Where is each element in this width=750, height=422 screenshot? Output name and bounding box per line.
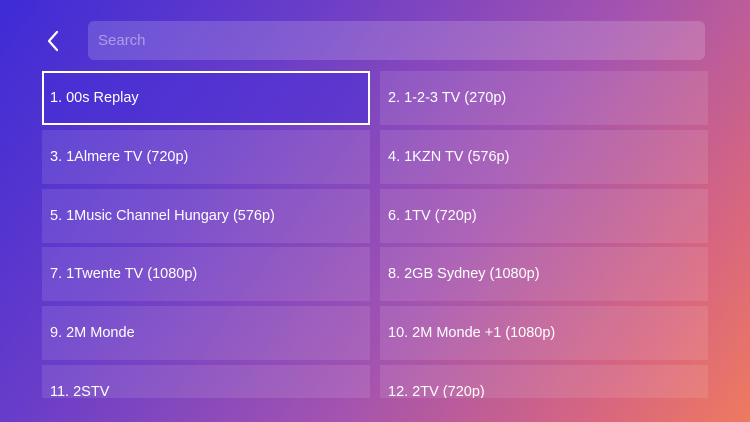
channel-label: 6. 1TV (720p) [388,207,477,224]
channel-tile[interactable]: 3. 1Almere TV (720p) [42,129,370,184]
channel-label: 8. 2GB Sydney (1080p) [388,266,540,283]
channel-label: 2. 1-2-3 TV (270p) [388,90,507,106]
channel-label: 10. 2M Monde +1 (1080p) [388,325,556,342]
channel-label: 5. 1Music Channel Hungary (576p) [50,207,275,224]
channel-tile[interactable]: 1. 00s Replay [42,71,370,125]
channel-tile[interactable]: 6. 1TV (720p) [380,188,708,243]
channel-tile[interactable]: 5. 1Music Channel Hungary (576p) [42,188,370,243]
channel-tile[interactable]: 11. 2STV [42,364,370,398]
channel-label: 4. 1KZN TV (576p) [388,148,510,165]
channel-tile[interactable]: 10. 2M Monde +1 (1080p) [380,306,708,361]
channel-label: 9. 2M Monde [50,325,135,342]
channel-tile[interactable]: 8. 2GB Sydney (1080p) [380,247,708,302]
chevron-left-icon [47,30,59,52]
channel-tile[interactable]: 2. 1-2-3 TV (270p) [380,71,708,125]
channel-label: 12. 2TV (720p) [388,383,485,398]
channel-label: 1. 00s Replay [50,90,139,106]
channel-label: 11. 2STV [50,383,110,398]
search-input[interactable] [96,31,697,50]
channel-tile[interactable]: 7. 1Twente TV (1080p) [42,247,370,302]
channel-label: 3. 1Almere TV (720p) [50,148,189,165]
channel-tile[interactable]: 4. 1KZN TV (576p) [380,129,708,184]
channel-grid: 1. 00s Replay 2. 1-2-3 TV (270p) 3. 1Almer… [42,71,708,398]
search-bar[interactable] [88,21,705,60]
channel-label: 7. 1Twente TV (1080p) [50,266,198,283]
channel-tile[interactable]: 9. 2M Monde [42,306,370,361]
back-button[interactable] [38,26,68,56]
channel-tile[interactable]: 12. 2TV (720p) [380,364,708,398]
